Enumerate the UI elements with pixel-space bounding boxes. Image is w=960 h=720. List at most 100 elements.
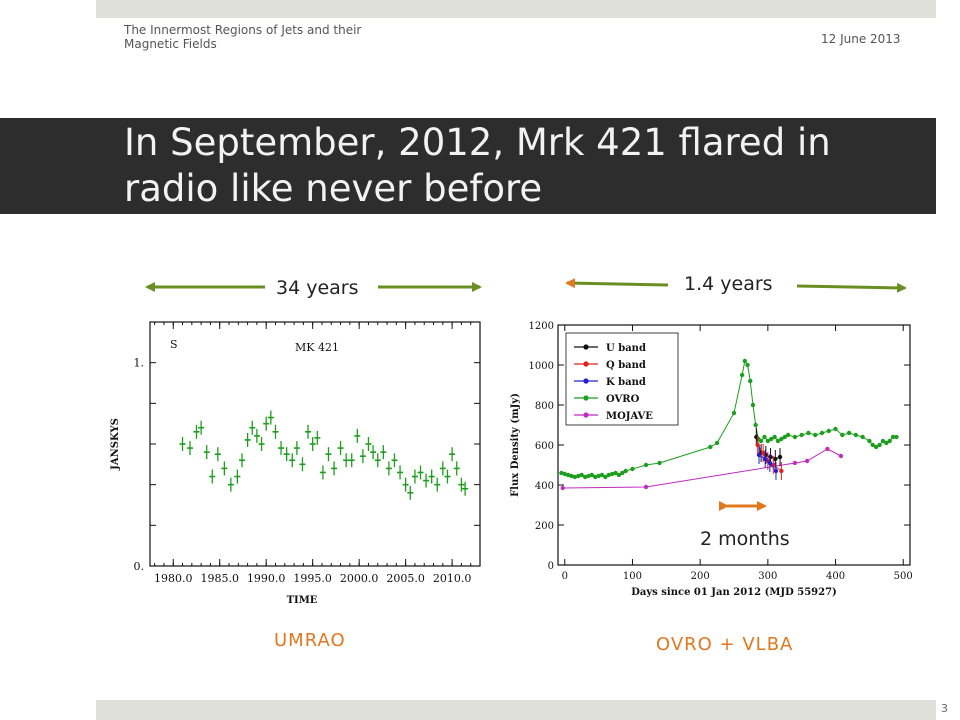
right-data-point: [657, 460, 662, 466]
right-data-point: [762, 434, 767, 440]
right-data-point: [765, 438, 771, 444]
right-data-point: [748, 378, 753, 384]
right-data-point: [785, 432, 791, 438]
right-data-point: [623, 468, 628, 474]
right-x-tick-label: 200: [691, 571, 710, 582]
right-data-point: [769, 436, 774, 442]
right-data-point: [813, 432, 818, 438]
right-data-point: [565, 472, 571, 478]
left-x-tick-label: 1980.0: [154, 572, 193, 585]
right-data-point: [708, 444, 713, 450]
left-chart-title: MK 421: [295, 341, 339, 354]
right-data-point: [762, 456, 768, 462]
right-data-point: [825, 446, 830, 452]
right-data-point: [792, 434, 798, 440]
right-y-tick-label: 800: [535, 401, 554, 412]
right-data-point: [620, 470, 625, 476]
right-data-point: [826, 428, 831, 434]
right-legend-label: K band: [606, 377, 646, 388]
right-data-point: [772, 434, 777, 440]
flare-span-label: 2 months: [700, 528, 790, 550]
right-data-point: [867, 438, 872, 444]
right-y-tick-label: 400: [535, 481, 554, 492]
right-data-point: [819, 430, 825, 436]
right-data-point: [593, 474, 598, 480]
right-data-point: [880, 438, 886, 444]
right-data-point: [853, 432, 859, 438]
right-data-point: [643, 484, 649, 490]
left-x-tick-label: 1985.0: [200, 572, 239, 585]
right-data-point: [560, 485, 565, 491]
right-data-point: [750, 402, 756, 408]
right-data-point: [768, 454, 773, 460]
right-data-point: [806, 430, 811, 436]
right-data-point: [773, 456, 778, 462]
right-legend-marker: [583, 361, 589, 367]
right-data-point: [596, 473, 601, 479]
right-series-line: [758, 454, 777, 472]
right-y-tick-label: 1000: [529, 361, 554, 372]
umrao-chart: 0. 1. 1980.0 1985.0 1990.0 1995.0 2000.0 2005.0…: [110, 321, 481, 606]
left-x-tick-label: 1990.0: [247, 572, 286, 585]
right-data-point: [760, 450, 766, 456]
right-legend-label: MOJAVE: [606, 411, 653, 422]
right-data-point: [773, 468, 779, 474]
right-data-point: [606, 472, 611, 478]
right-data-point: [609, 471, 615, 477]
right-data-point: [779, 436, 784, 442]
left-y-tick-label: 0.: [134, 560, 145, 573]
left-x-tick-label: 1995.0: [293, 572, 332, 585]
right-data-point: [894, 434, 899, 440]
presentation-title: The Innermost Regions of Jets and their …: [124, 23, 362, 51]
right-data-point: [643, 462, 649, 468]
right-legend-label: OVRO: [606, 394, 640, 405]
header-bar: [96, 0, 936, 18]
footer-bar: [96, 700, 936, 720]
right-data-point: [603, 474, 608, 480]
right-data-point: [576, 473, 581, 479]
right-data-point: [731, 410, 737, 416]
right-span-arrow-right: [796, 282, 907, 293]
right-data-point: [779, 468, 784, 474]
right-data-point: [753, 422, 758, 428]
right-span-arrow-left: [565, 278, 669, 289]
right-data-point: [758, 438, 764, 444]
ovro-chart: 0 200 400 600 800 1000 1200 0 100 200 300 400 500 Day…: [510, 321, 913, 598]
presentation-date: 12 June 2013: [821, 32, 901, 46]
right-legend-label: U band: [606, 343, 646, 354]
right-legend-marker: [583, 378, 589, 384]
right-data-point: [792, 460, 798, 466]
right-data-point: [838, 453, 844, 459]
right-data-point: [860, 434, 865, 440]
left-y-tick-label: 1.: [134, 357, 145, 370]
right-data-point: [579, 472, 584, 478]
right-x-tick-label: 0: [562, 571, 568, 582]
right-data-point: [756, 452, 762, 458]
right-data-point: [870, 442, 875, 448]
right-span-label: 1.4 years: [684, 273, 773, 295]
right-x-tick-label: 400: [826, 571, 845, 582]
right-data-point: [742, 358, 748, 364]
right-data-point: [739, 372, 745, 378]
right-legend-marker: [583, 412, 589, 418]
right-data-point: [767, 460, 773, 466]
right-data-point: [782, 434, 787, 440]
right-data-point: [616, 472, 622, 478]
right-data-point: [799, 432, 804, 438]
right-data-point: [745, 362, 750, 368]
right-data-point: [586, 473, 591, 479]
left-caption: UMRAO: [274, 630, 346, 651]
right-data-point: [884, 440, 889, 446]
right-data-point: [572, 474, 578, 480]
right-x-tick-label: 500: [894, 571, 913, 582]
right-y-tick-label: 0: [548, 561, 554, 572]
right-data-point: [840, 432, 845, 438]
right-data-point: [804, 458, 810, 464]
left-x-tick-label: 2010.0: [433, 572, 472, 585]
right-data-point: [589, 472, 595, 478]
right-x-axis-label: Days since 01 Jan 2012 (MJD 55927): [631, 587, 837, 598]
right-y-tick-label: 1200: [529, 321, 554, 332]
left-x-axis-label: TIME: [287, 595, 318, 606]
right-data-point: [613, 470, 618, 476]
right-data-point: [877, 442, 882, 448]
